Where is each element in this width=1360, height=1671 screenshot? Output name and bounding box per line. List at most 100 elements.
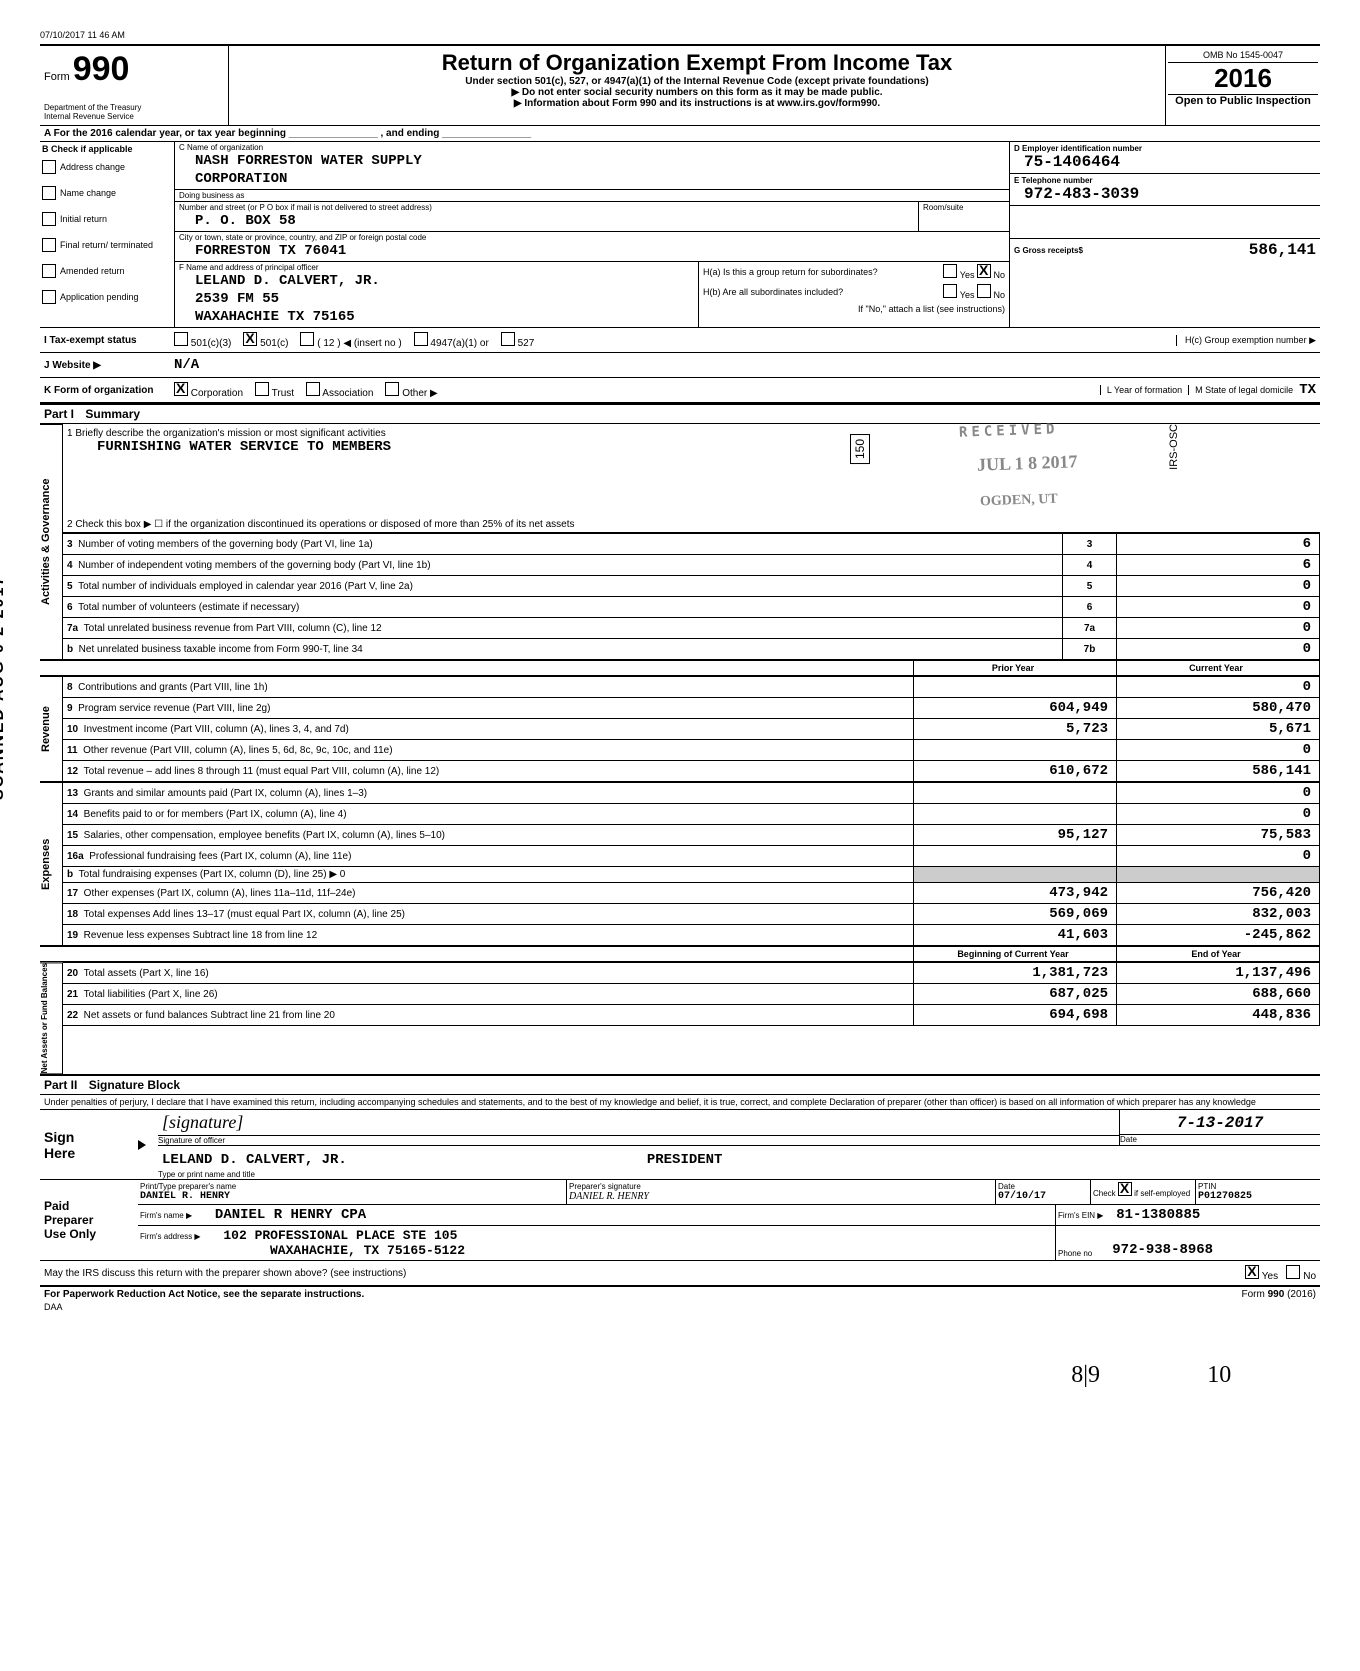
colb-item: Amended return <box>42 258 172 284</box>
begin-year-header: Beginning of Current Year <box>914 947 1117 962</box>
colb-item: Final return/ terminated <box>42 232 172 258</box>
colb-checkbox[interactable] <box>42 160 56 174</box>
table-row: 6 Total number of volunteers (estimate i… <box>63 597 1320 618</box>
table-row: 5 Total number of individuals employed i… <box>63 576 1320 597</box>
firm-addr-label: Firm's address ▶ <box>140 1232 201 1241</box>
open-public: Open to Public Inspection <box>1168 94 1318 107</box>
ha-yes[interactable] <box>943 264 957 278</box>
prep-sig-label: Preparer's signature <box>569 1182 993 1191</box>
row-j: J Website ▶ N/A <box>40 353 1320 378</box>
firm-addr1: 102 PROFESSIONAL PLACE STE 105 <box>223 1228 457 1243</box>
section-a: A For the 2016 calendar year, or tax yea… <box>40 126 1320 142</box>
side-governance: Activities & Governance <box>40 424 63 660</box>
form-subtitle: Under section 501(c), 527, or 4947(a)(1)… <box>237 76 1157 87</box>
h-a: H(a) Is this a group return for subordin… <box>699 262 1009 282</box>
sign-right: [signature] Signature of officer 7-13-20… <box>158 1110 1320 1179</box>
column-d: D Employer identification number 75-1406… <box>1010 142 1320 327</box>
tax-year: 2016 <box>1168 63 1318 94</box>
sign-date: 7-13-2017 <box>1120 1110 1320 1135</box>
colb-checkbox[interactable] <box>42 264 56 278</box>
hb-no[interactable] <box>977 284 991 298</box>
colb-item: Application pending <box>42 284 172 310</box>
prep-signature[interactable]: DANIEL R. HENRY <box>569 1191 993 1202</box>
table-row: 15 Salaries, other compensation, employe… <box>63 825 1320 846</box>
row-i: I Tax-exempt status 501(c)(3) 501(c) ( 1… <box>40 328 1320 353</box>
state-label: M State of legal domicile <box>1188 385 1299 395</box>
tax-status-checkbox[interactable] <box>300 332 314 346</box>
declaration-text: Under penalties of perjury, I declare th… <box>40 1095 1320 1110</box>
colb-label: Application pending <box>60 292 139 302</box>
table-row: 7a Total unrelated business revenue from… <box>63 618 1320 639</box>
officer-label: F Name and address of principal officer <box>175 262 698 273</box>
sign-label2: Here <box>44 1145 134 1161</box>
part2-header: Part II Signature Block <box>40 1074 1320 1095</box>
dba-label: Doing business as <box>175 190 1009 201</box>
table-row: 16a Professional fundraising fees (Part … <box>63 846 1320 867</box>
ha-no[interactable] <box>977 264 991 278</box>
mission-label: 1 Briefly describe the organization's mi… <box>67 428 1316 439</box>
form-title: Return of Organization Exempt From Incom… <box>237 50 1157 76</box>
gross-value: 586,141 <box>1239 241 1316 259</box>
sig-caption1: Signature of officer <box>158 1136 1119 1145</box>
ha-text: H(a) Is this a group return for subordin… <box>703 267 878 277</box>
stamp-irs: IRS-OSC <box>1168 424 1180 470</box>
form-number: 990 <box>73 50 130 88</box>
colb-label: Initial return <box>60 214 107 224</box>
tax-status-checkbox[interactable] <box>501 332 515 346</box>
h-b2: If "No," attach a list (see instructions… <box>699 302 1009 316</box>
self-employed-label: Check <box>1093 1189 1118 1198</box>
handwritten-1: 8|9 <box>1071 1362 1100 1389</box>
col-b-title: B Check if applicable <box>42 144 172 154</box>
mission-box: 1 Briefly describe the organization's mi… <box>63 424 1320 533</box>
table-row: 9 Program service revenue (Part VIII, li… <box>63 698 1320 719</box>
self-employed-checkbox[interactable] <box>1118 1182 1132 1196</box>
addr-label: Number and street (or P O box if mail is… <box>175 202 918 213</box>
officer-signature[interactable]: [signature] <box>158 1110 1119 1136</box>
scanned-stamp: SCANNED AUG 0 2 2017 <box>0 575 8 800</box>
colb-item: Name change <box>42 180 172 206</box>
discuss-yes[interactable] <box>1245 1265 1259 1279</box>
end-year-header: End of Year <box>1117 947 1320 962</box>
revenue-table: 8 Contributions and grants (Part VIII, l… <box>63 676 1320 782</box>
part1-header: Part I Summary <box>40 403 1320 424</box>
two-col-header: Prior Year Current Year <box>40 660 1320 676</box>
table-row: 17 Other expenses (Part IX, column (A), … <box>63 883 1320 904</box>
addr-value: P. O. BOX 58 <box>175 213 918 231</box>
officer-printed-name: LELAND D. CALVERT, JR. <box>162 1152 347 1168</box>
tax-status-checkbox[interactable] <box>174 332 188 346</box>
org-form-checkbox[interactable] <box>306 382 320 396</box>
colb-checkbox[interactable] <box>42 290 56 304</box>
tax-status-option: ( 12 ) ◀ (insert no ) <box>300 332 401 349</box>
hb-text: H(b) Are all subordinates included? <box>703 287 843 297</box>
governance-table: 3 Number of voting members of the govern… <box>63 533 1320 660</box>
prep-name: DANIEL R. HENRY <box>140 1191 564 1202</box>
side-net: Net Assets or Fund Balances <box>40 962 63 1074</box>
colb-checkbox[interactable] <box>42 238 56 252</box>
stamp-150: 150 <box>850 434 870 464</box>
colb-checkbox[interactable] <box>42 186 56 200</box>
date-caption: Date <box>1120 1135 1320 1144</box>
tax-status-checkbox[interactable] <box>243 332 257 346</box>
footer-left: For Paperwork Reduction Act Notice, see … <box>44 1289 364 1300</box>
table-row: 18 Total expenses Add lines 13–17 (must … <box>63 904 1320 925</box>
phone-label: E Telephone number <box>1014 176 1316 185</box>
ein-label: D Employer identification number <box>1014 144 1316 153</box>
column-c: C Name of organization NASH FORRESTON WA… <box>175 142 1010 327</box>
hb-yes[interactable] <box>943 284 957 298</box>
expenses-table: 13 Grants and similar amounts paid (Part… <box>63 782 1320 946</box>
ein-value: 75-1406464 <box>1014 153 1316 171</box>
table-row: 12 Total revenue – add lines 8 through 1… <box>63 761 1320 782</box>
colb-checkbox[interactable] <box>42 212 56 226</box>
room-label: Room/suite <box>919 202 1009 213</box>
tax-status-option: 501(c)(3) <box>174 332 231 349</box>
discuss-no[interactable] <box>1286 1265 1300 1279</box>
org-form-checkbox[interactable] <box>255 382 269 396</box>
bcd-grid: B Check if applicable Address changeName… <box>40 142 1320 328</box>
governance-section: Activities & Governance 1 Briefly descri… <box>40 424 1320 660</box>
revenue-section: Revenue 8 Contributions and grants (Part… <box>40 676 1320 782</box>
phone-value: 972-483-3039 <box>1014 185 1316 203</box>
org-form-checkbox[interactable] <box>385 382 399 396</box>
table-row: 8 Contributions and grants (Part VIII, l… <box>63 677 1320 698</box>
tax-status-checkbox[interactable] <box>414 332 428 346</box>
org-form-checkbox[interactable] <box>174 382 188 396</box>
